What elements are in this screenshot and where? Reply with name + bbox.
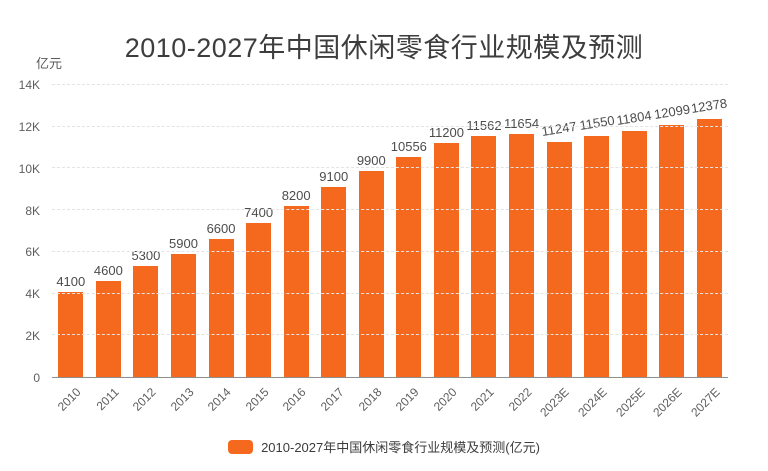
x-tick-label: 2014 (205, 385, 234, 414)
x-tick-label: 2025E (612, 385, 648, 420)
x-tick-label: 2027E (687, 385, 723, 420)
legend: 2010-2027年中国休闲零食行业规模及预测(亿元) (0, 437, 768, 456)
bar-slot: 9900 2018 (353, 85, 391, 414)
bar: 4600 (94, 263, 123, 377)
bar-slot: 7400 2015 (240, 85, 278, 414)
x-tick-label: 2018 (355, 385, 385, 414)
bar: 11654 (504, 116, 539, 377)
x-tick-label: 2026E (650, 385, 685, 420)
x-tick-label: 2020 (430, 385, 460, 414)
x-tick-label: 2021 (468, 385, 497, 414)
bar-value-label: 12099 (652, 101, 691, 122)
y-tick-label: 8K (25, 203, 40, 218)
bar-slot: 11654 2022 (503, 85, 541, 414)
bar-slot: 11247 2023E (538, 85, 578, 419)
bar-slot: 5900 2013 (165, 85, 203, 414)
x-tick-label: 2024E (575, 385, 610, 420)
gridline (52, 292, 728, 294)
bar-slot: 12378 2027E (688, 85, 729, 419)
y-tick-label: 6K (25, 245, 40, 260)
x-tick-label: 2015 (242, 385, 272, 414)
gridline (52, 125, 728, 127)
bar-slot: 10556 2019 (390, 85, 428, 414)
x-tick-label: 2022 (505, 385, 535, 414)
x-tick-label: 2016 (280, 385, 310, 414)
bar-value-label: 5900 (169, 235, 198, 251)
bar-slot: 11804 2025E (613, 85, 653, 419)
bar-value-label: 7400 (244, 204, 274, 220)
x-tick-label: 2019 (392, 385, 422, 414)
bar-slot: 5300 2012 (127, 85, 165, 413)
bar-value-label: 8200 (281, 187, 311, 203)
bar: 10556 (391, 139, 427, 377)
bar: 11200 (429, 125, 464, 377)
gridline (52, 250, 728, 252)
bar: 5300 (131, 248, 160, 377)
bar: 4100 (56, 274, 85, 377)
x-tick-label: 2013 (167, 385, 197, 414)
bar-value-label: 11654 (503, 115, 540, 131)
bar-value-label: 4600 (93, 263, 123, 279)
bar: 11550 (578, 113, 615, 377)
bar: 12378 (690, 95, 728, 377)
y-tick-label: 12K (18, 119, 40, 134)
chart-title: 2010-2027年中国休闲零食行业规模及预测 (124, 33, 644, 63)
bar-value-label: 6600 (206, 221, 236, 237)
bar-value-label: 9900 (356, 152, 386, 168)
y-axis: 0 2K 4K 6K 8K 10K 12K 14K (0, 78, 46, 385)
y-tick-label: 14K (18, 78, 40, 92)
bar-value-label: 11550 (578, 112, 616, 134)
legend-label[interactable]: 2010-2027年中国休闲零食行业规模及预测(亿元) (261, 440, 540, 455)
bar-value-label: 4100 (56, 273, 86, 289)
bar-slot: 11562 2021 (465, 85, 503, 414)
x-tick-label: 2017 (317, 385, 347, 414)
x-tick-label: 2012 (130, 385, 159, 414)
bar-value-label: 11247 (540, 119, 578, 140)
y-tick-label: 0 (33, 371, 40, 385)
bar-value-label: 11200 (428, 125, 464, 141)
bar-slot: 8200 2016 (277, 85, 315, 414)
y-tick-label: 4K (25, 287, 40, 302)
bar-slot: 4100 2010 (52, 85, 90, 414)
bar-value-label: 10556 (390, 138, 427, 154)
bar: 5900 (169, 236, 198, 377)
gridline (52, 334, 728, 336)
gridline (52, 84, 728, 85)
bar-slot: 4600 2011 (90, 85, 128, 413)
bar: 9900 (357, 153, 386, 377)
bar-value-label: 5300 (131, 248, 161, 264)
bar-series: 4100 2010 4600 2011 5300 2012 5900 2013 6600 2014… (52, 85, 729, 420)
bar: 7400 (244, 205, 273, 377)
bar: 11247 (541, 119, 578, 377)
bar: 6600 (207, 221, 235, 377)
bar: 8200 (282, 188, 311, 377)
y-axis-unit-label: 亿元 (36, 56, 63, 71)
bar: 11804 (616, 107, 653, 377)
plot-area: 4100 2010 4600 2011 5300 2012 5900 2013 6600 2014… (52, 84, 729, 420)
x-tick-label: 2023E (537, 385, 572, 420)
bar-slot: 12099 2026E (650, 85, 691, 419)
bar-slot: 6600 2014 (202, 85, 240, 413)
legend-swatch-icon[interactable] (228, 439, 254, 454)
gridline (52, 167, 728, 169)
bar-slot: 11200 2020 (428, 85, 466, 413)
bar-value-label: 9100 (319, 169, 349, 185)
bar-value-label: 11562 (466, 117, 502, 133)
bar-value-label: 12378 (690, 95, 729, 116)
bar-slot: 9100 2017 (315, 85, 353, 414)
bar: 9100 (319, 169, 348, 377)
bar: 11562 (466, 118, 502, 377)
bar-slot: 11550 2024E (575, 85, 616, 420)
y-tick-label: 2K (25, 329, 40, 344)
y-tick-label: 10K (18, 161, 40, 176)
x-tick-label: 2011 (93, 385, 122, 414)
x-tick-label: 2010 (54, 385, 84, 414)
gridline (52, 209, 728, 211)
